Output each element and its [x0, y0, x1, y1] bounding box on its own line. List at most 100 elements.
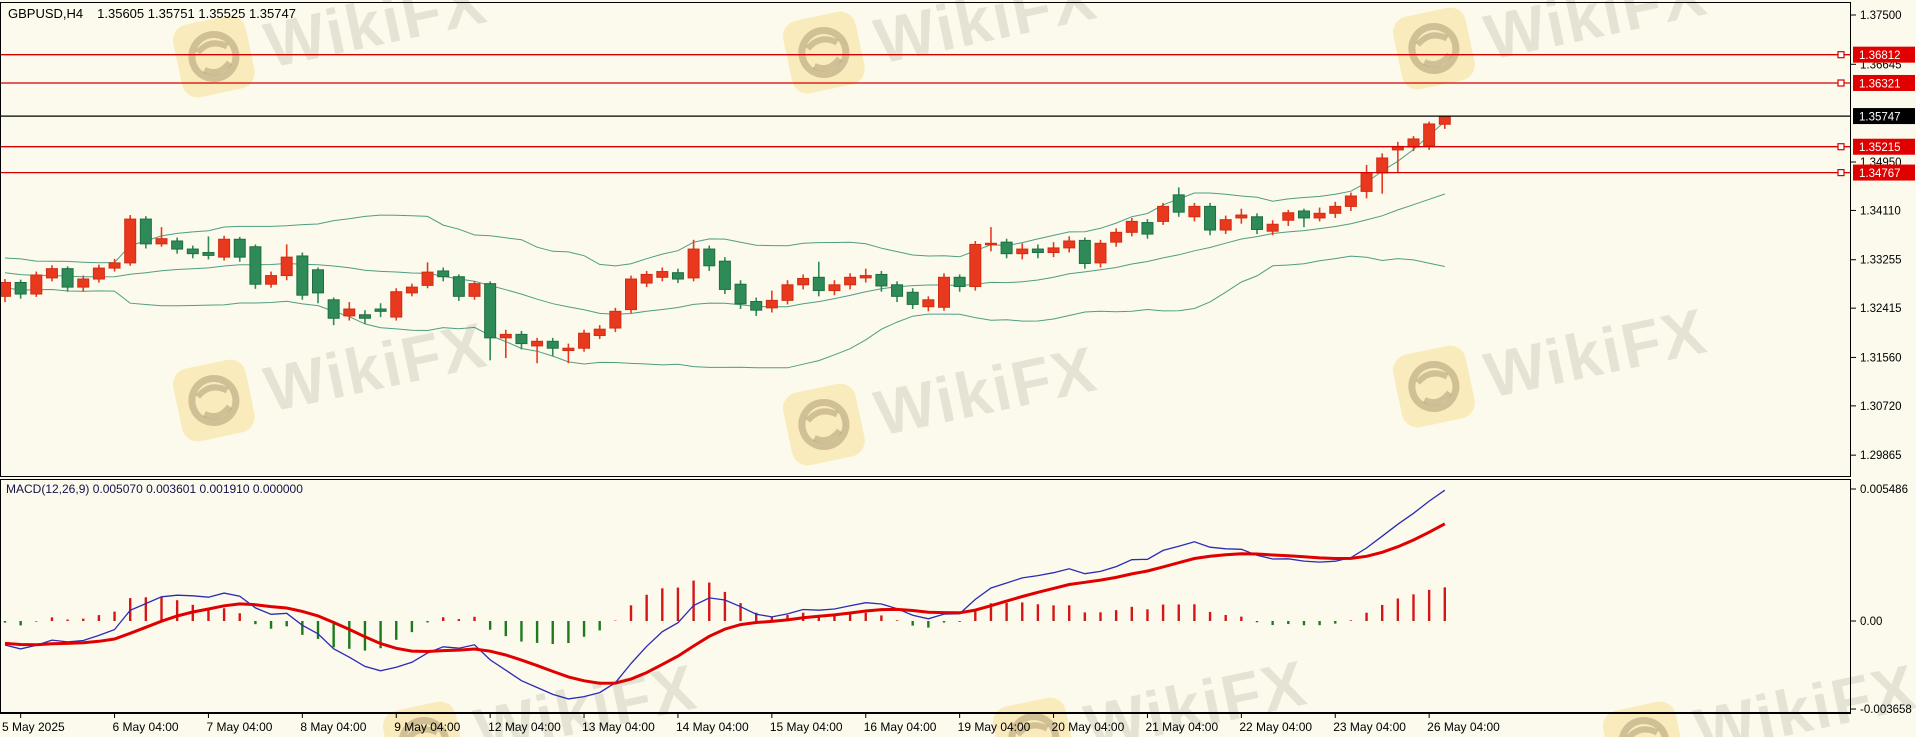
bull-candle — [343, 302, 356, 321]
bear-candle — [515, 330, 528, 350]
bull-candle — [922, 296, 935, 312]
wikifx-logo-icon — [1602, 701, 1685, 737]
date-tick-label: 6 May 04:00 — [113, 720, 179, 734]
wikifx-logo-icon — [782, 11, 865, 94]
bull-candle — [265, 271, 278, 288]
bear-candle — [186, 245, 199, 259]
bull-candle — [1423, 121, 1436, 150]
date-tick-label: 22 May 04:00 — [1239, 720, 1312, 734]
price-badge: 1.35215 — [1853, 138, 1915, 155]
bear-candle — [358, 310, 371, 325]
wikifx-logo-icon — [172, 15, 255, 98]
bull-candle — [108, 258, 121, 272]
bull-candle — [77, 275, 90, 292]
bull-candle — [562, 343, 575, 364]
bear-candle — [484, 281, 497, 361]
bull-candle — [656, 267, 669, 282]
bear-candle — [1141, 219, 1154, 239]
price-badge: 1.34767 — [1853, 164, 1915, 181]
bull-candle — [468, 281, 481, 300]
wikifx-watermark: WikiFX — [1602, 651, 1916, 737]
bull-candle — [859, 268, 872, 283]
bull-candle — [1063, 236, 1076, 253]
line-drag-handle-icon[interactable] — [1837, 79, 1845, 87]
price-tick-label: 1.29865 — [1860, 450, 1902, 462]
line-drag-handle-icon[interactable] — [1837, 51, 1845, 59]
line-drag-handle-icon[interactable] — [1837, 143, 1845, 151]
wikifx-logo-icon — [992, 697, 1075, 737]
date-tick-label: 19 May 04:00 — [958, 720, 1031, 734]
bear-candle — [718, 257, 731, 295]
bear-candle — [249, 244, 262, 289]
bull-candle — [765, 290, 778, 313]
bull-candle — [797, 274, 810, 290]
bull-candle — [92, 264, 105, 283]
bear-candle — [61, 266, 74, 292]
bull-candle — [969, 240, 982, 291]
macd-indicator-label: MACD(12,26,9) 0.005070 0.003601 0.001910… — [6, 482, 303, 496]
horizontal-lines — [0, 51, 1851, 177]
bear-candle — [233, 236, 246, 262]
bollinger-middle-band — [4, 193, 1445, 315]
bear-candle — [734, 280, 747, 310]
macd-signal-line — [4, 522, 1446, 685]
macd-tick-label: -0.003658 — [1860, 704, 1912, 716]
time-axis[interactable]: 5 May 2025 6 May 04:00 7 May 04:00 8 May 04… — [0, 713, 1851, 734]
bull-candle — [218, 235, 231, 261]
date-tick-label: 21 May 04:00 — [1145, 720, 1218, 734]
date-tick-label: 8 May 04:00 — [300, 720, 366, 734]
bear-candle — [1172, 187, 1185, 217]
price-tick-label: 1.33255 — [1860, 255, 1902, 267]
bull-candle — [1407, 136, 1420, 152]
bull-candle — [421, 262, 434, 289]
wikifx-logo-icon — [172, 359, 255, 442]
price-tick-label: 1.31560 — [1860, 352, 1902, 364]
bear-candle — [1000, 238, 1013, 259]
bear-candle — [1251, 213, 1263, 235]
bear-candle — [437, 267, 450, 282]
line-drag-handle-icon[interactable] — [1837, 169, 1845, 177]
bear-candle — [891, 281, 904, 303]
price-badge: 1.36321 — [1853, 74, 1915, 91]
svg-text:1.34767: 1.34767 — [1859, 168, 1901, 180]
svg-text:1.35747: 1.35747 — [1859, 112, 1901, 124]
bull-candle — [155, 227, 168, 247]
date-tick-label: 15 May 04:00 — [770, 720, 843, 734]
bull-candle — [531, 337, 544, 364]
bull-candle — [938, 273, 950, 311]
bull-candle — [1313, 207, 1326, 222]
bear-candle — [139, 216, 152, 249]
main-price-panel[interactable] — [0, 115, 1451, 369]
bear-candle — [296, 252, 309, 300]
symbol-title: GBPUSD,H4 1.35605 1.35751 1.35525 1.35747 — [8, 6, 296, 21]
bear-candle — [812, 261, 825, 297]
date-tick-label: 7 May 04:00 — [206, 720, 272, 734]
bull-candle — [640, 270, 653, 288]
bear-candle — [703, 245, 716, 271]
bull-candle — [1016, 243, 1029, 260]
bear-candle — [202, 236, 215, 260]
date-tick-label: 12 May 04:00 — [488, 720, 561, 734]
wikifx-watermark-text: WikiFX — [1478, 295, 1713, 412]
wikifx-watermark: WikiFX — [1392, 295, 1713, 428]
bull-candle — [781, 280, 794, 305]
bear-candle — [1078, 237, 1091, 269]
svg-text:1.35215: 1.35215 — [1859, 142, 1901, 154]
bull-candle — [1110, 228, 1123, 247]
svg-text:1.36321: 1.36321 — [1859, 78, 1901, 90]
bull-candle — [390, 288, 403, 321]
price-axis[interactable]: 1.375001.366451.349501.341101.332551.324… — [1851, 10, 1915, 716]
bear-candle — [1204, 202, 1217, 236]
bull-candle — [1047, 242, 1060, 258]
bear-candle — [906, 288, 919, 310]
bull-candle — [578, 329, 591, 352]
wikifx-watermark-text: WikiFX — [1478, 0, 1713, 74]
bull-candle — [1157, 202, 1170, 225]
bear-candle — [671, 268, 684, 284]
macd-histogram — [3, 580, 1447, 651]
bull-candle — [593, 325, 606, 339]
macd-panel[interactable] — [3, 489, 1447, 700]
